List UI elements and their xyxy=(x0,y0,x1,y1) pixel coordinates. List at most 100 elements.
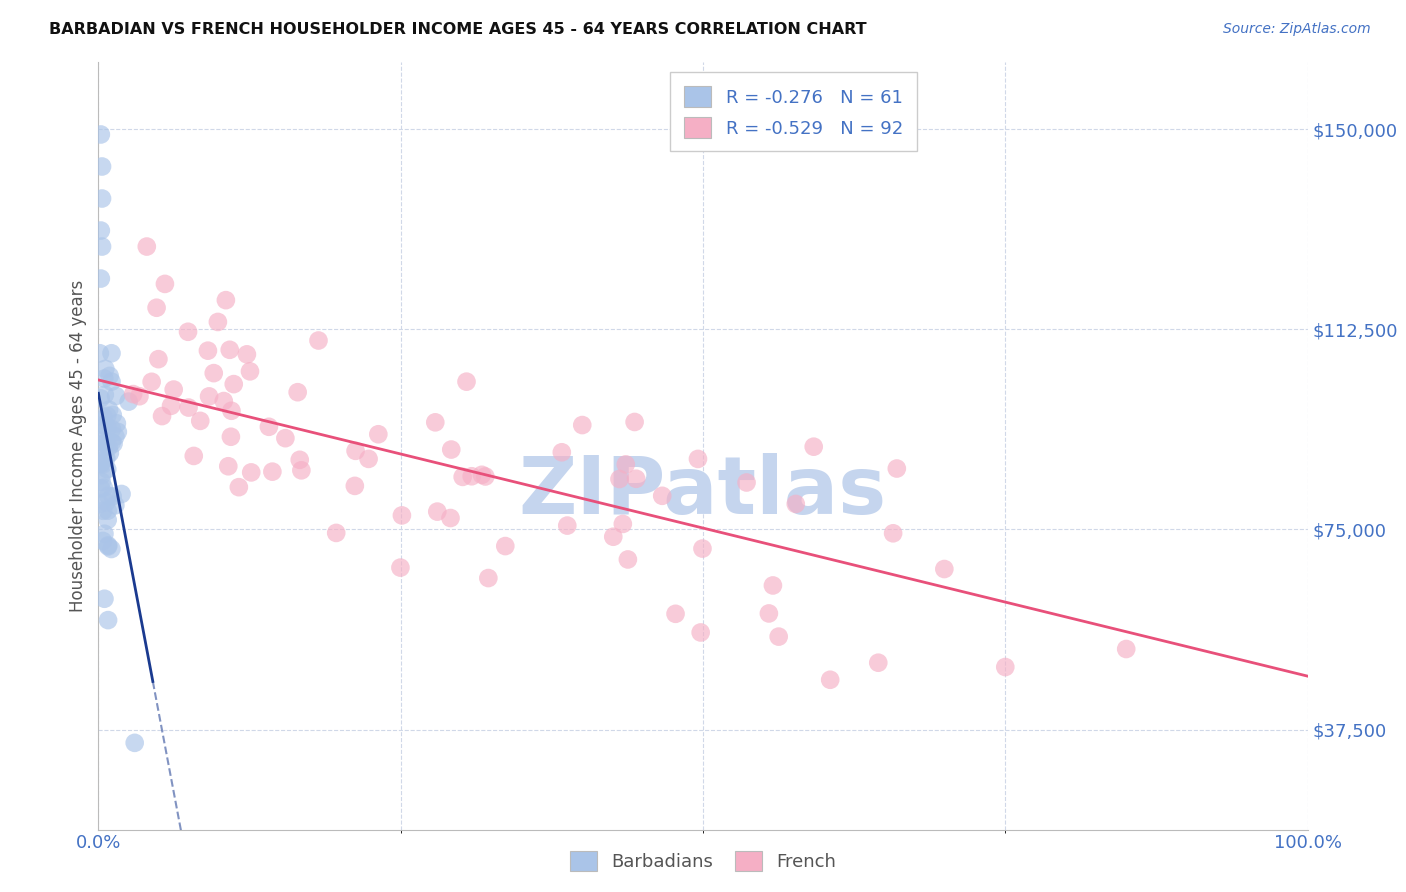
Point xyxy=(94,436,117,450)
Point xyxy=(1115,642,1137,657)
Point xyxy=(758,607,780,621)
Point xyxy=(494,539,516,553)
Point xyxy=(474,469,496,483)
Point xyxy=(785,497,807,511)
Point xyxy=(426,505,449,519)
Point xyxy=(91,467,114,482)
Point xyxy=(236,347,259,361)
Point xyxy=(91,192,114,206)
Point xyxy=(100,435,122,450)
Point xyxy=(122,387,145,401)
Text: ZIPatlas: ZIPatlas xyxy=(519,453,887,531)
Point xyxy=(222,377,245,392)
Point xyxy=(689,625,711,640)
Point xyxy=(207,315,229,329)
Point xyxy=(868,656,890,670)
Point xyxy=(91,418,114,433)
Point xyxy=(105,389,128,403)
Point xyxy=(100,346,122,360)
Point xyxy=(344,443,367,458)
Legend: R = -0.276   N = 61, R = -0.529   N = 92: R = -0.276 N = 61, R = -0.529 N = 92 xyxy=(671,72,917,152)
Point xyxy=(471,467,494,482)
Point xyxy=(367,427,389,442)
Point xyxy=(389,560,412,574)
Point xyxy=(103,436,125,450)
Point xyxy=(94,388,117,402)
Point xyxy=(91,533,114,548)
Point xyxy=(160,399,183,413)
Point xyxy=(257,419,280,434)
Point xyxy=(98,368,121,383)
Point xyxy=(425,415,447,429)
Point xyxy=(391,508,413,523)
Point xyxy=(183,449,205,463)
Point xyxy=(228,480,250,494)
Point xyxy=(135,239,157,253)
Point xyxy=(288,452,311,467)
Point xyxy=(357,451,380,466)
Point xyxy=(153,277,176,291)
Point xyxy=(90,475,112,489)
Point xyxy=(90,456,112,470)
Point xyxy=(651,489,673,503)
Point xyxy=(96,451,118,466)
Point xyxy=(994,660,1017,674)
Point xyxy=(262,465,284,479)
Point xyxy=(91,239,114,253)
Point xyxy=(762,578,785,592)
Point xyxy=(93,526,115,541)
Point xyxy=(101,489,124,503)
Point xyxy=(551,445,574,459)
Point xyxy=(96,495,118,509)
Point xyxy=(145,301,167,315)
Point xyxy=(212,394,235,409)
Point xyxy=(91,422,114,436)
Point xyxy=(110,487,132,501)
Point xyxy=(118,394,141,409)
Point xyxy=(692,541,714,556)
Point xyxy=(934,562,956,576)
Point xyxy=(91,504,114,518)
Point xyxy=(96,420,118,434)
Point xyxy=(163,383,186,397)
Point xyxy=(104,498,127,512)
Point xyxy=(98,402,121,417)
Point xyxy=(803,440,825,454)
Point xyxy=(89,346,111,360)
Point xyxy=(90,438,112,452)
Point xyxy=(882,526,904,541)
Point xyxy=(239,364,262,378)
Point xyxy=(609,472,631,486)
Point xyxy=(308,334,330,348)
Point xyxy=(94,361,117,376)
Point xyxy=(290,463,312,477)
Point xyxy=(97,489,120,503)
Point xyxy=(343,479,366,493)
Point xyxy=(90,223,112,237)
Point xyxy=(571,418,593,433)
Point xyxy=(240,466,263,480)
Point xyxy=(96,409,118,423)
Point xyxy=(451,470,474,484)
Point xyxy=(101,408,124,422)
Point xyxy=(460,469,482,483)
Point xyxy=(818,673,841,687)
Point xyxy=(624,472,647,486)
Point xyxy=(614,458,637,472)
Point xyxy=(886,461,908,475)
Point xyxy=(98,446,121,460)
Point xyxy=(215,293,238,307)
Point xyxy=(93,481,115,495)
Point xyxy=(768,630,790,644)
Point xyxy=(91,458,114,472)
Point xyxy=(100,375,122,389)
Point xyxy=(325,525,347,540)
Point xyxy=(221,404,243,418)
Point xyxy=(218,343,240,357)
Point xyxy=(90,457,112,471)
Point xyxy=(148,352,170,367)
Point xyxy=(456,375,478,389)
Point xyxy=(97,613,120,627)
Point xyxy=(124,736,146,750)
Point xyxy=(188,414,211,428)
